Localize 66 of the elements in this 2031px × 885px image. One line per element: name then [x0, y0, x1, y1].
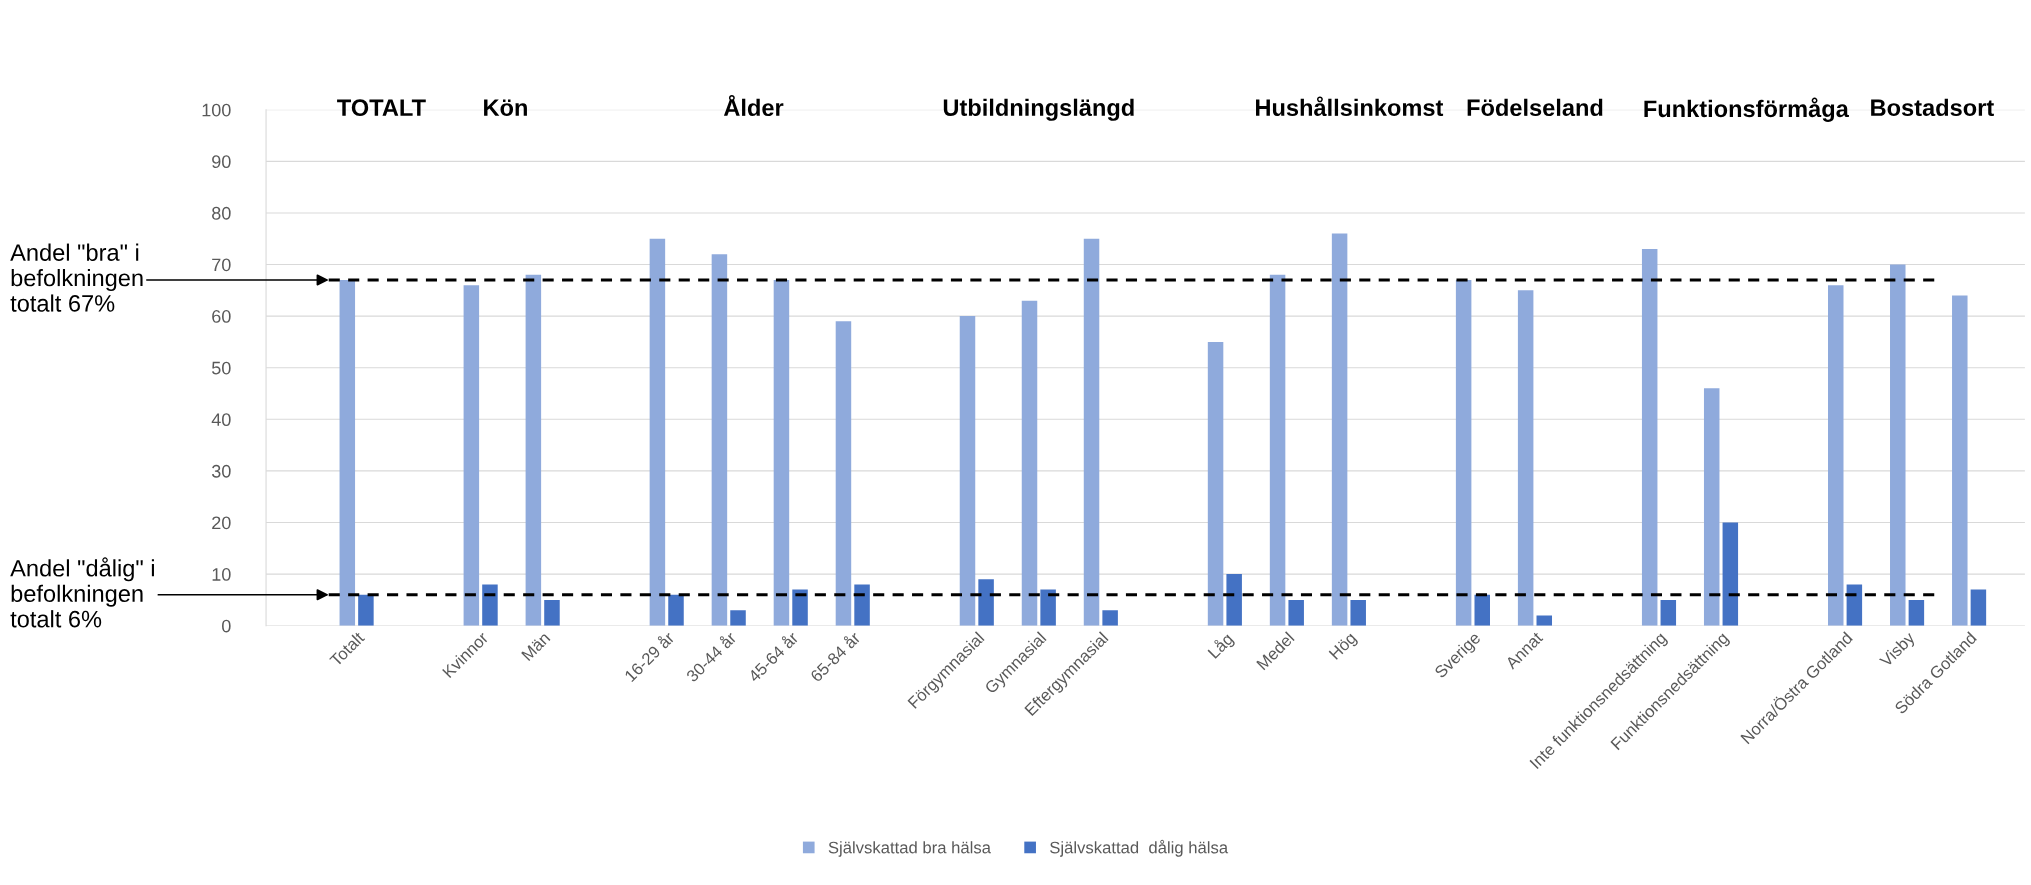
ref-line-label: Andel "dålig" i befolkningen totalt 6%: [10, 557, 154, 628]
bar: [730, 610, 746, 626]
bar: [482, 584, 498, 626]
annotation: Hushållsinkomst: [1256, 96, 1444, 117]
bar: [1828, 285, 1844, 626]
bar: [978, 579, 994, 626]
bar: [792, 589, 808, 626]
legend-label: Självskattad bra hälsa: [828, 841, 991, 857]
bar: [358, 594, 374, 626]
legend-label: Självskattad dålig hälsa: [1050, 839, 1229, 857]
bar: [1970, 589, 1987, 626]
bar: [1040, 589, 1056, 626]
bar: [1350, 599, 1366, 626]
bar: [1952, 295, 1968, 626]
bar: [1083, 238, 1100, 626]
bar: [1455, 280, 1472, 626]
ref-line-label: Andel "bra" i befolkningen totalt 67%: [10, 243, 143, 312]
bar: [649, 238, 666, 626]
bar: [773, 280, 790, 626]
y-tick-label: 50: [211, 361, 231, 375]
bar: [1846, 584, 1863, 626]
y-tick-label: 40: [211, 413, 231, 427]
y-tick-label: 10: [212, 568, 231, 581]
bar: [339, 280, 356, 626]
bar: [1269, 274, 1286, 626]
y-tick-label: 20: [212, 516, 231, 530]
bar: [1226, 574, 1242, 626]
bar: [544, 599, 560, 626]
x-tick-label: Låg: [1206, 631, 1237, 662]
annotation: Funktionsförmåga: [1644, 97, 1849, 122]
bar: [959, 316, 976, 626]
bar: [1703, 388, 1720, 626]
bar: [1536, 615, 1553, 626]
y-tick-label: 60: [212, 310, 231, 323]
bar: [835, 321, 852, 626]
bar: [1641, 249, 1658, 626]
annotation: TOTALT: [337, 99, 426, 117]
bar: [1288, 599, 1304, 626]
bar: [1331, 233, 1348, 626]
bar: [1102, 610, 1118, 626]
bar: [1474, 594, 1490, 626]
y-tick-label: 80: [212, 206, 231, 220]
y-tick-label: 100: [202, 103, 231, 117]
x-tick-label: Hög: [1328, 631, 1360, 663]
bar: [1517, 290, 1534, 626]
bar: [525, 274, 542, 626]
bar: [668, 594, 684, 626]
annotation: Kön: [484, 99, 527, 117]
x-tick-label: Män: [521, 631, 551, 662]
bar: [1890, 264, 1906, 626]
y-tick-label: 0: [222, 619, 231, 633]
annotation: Ålder: [723, 95, 784, 117]
bar: [1660, 599, 1677, 626]
annotation: Födelseland: [1467, 98, 1603, 117]
bar: [711, 254, 728, 626]
bar: [1207, 341, 1224, 626]
y-tick-label: 90: [212, 155, 231, 169]
bar: [1722, 522, 1739, 626]
y-tick-label: 70: [212, 258, 231, 272]
bar: [1021, 300, 1038, 626]
y-tick-label: 30: [211, 464, 231, 478]
annotation: Bostadsort: [1871, 98, 1994, 117]
bar: [1908, 599, 1925, 626]
bar: [463, 285, 480, 626]
bar: [854, 584, 870, 626]
annotation: Utbildningslängd: [943, 98, 1134, 121]
